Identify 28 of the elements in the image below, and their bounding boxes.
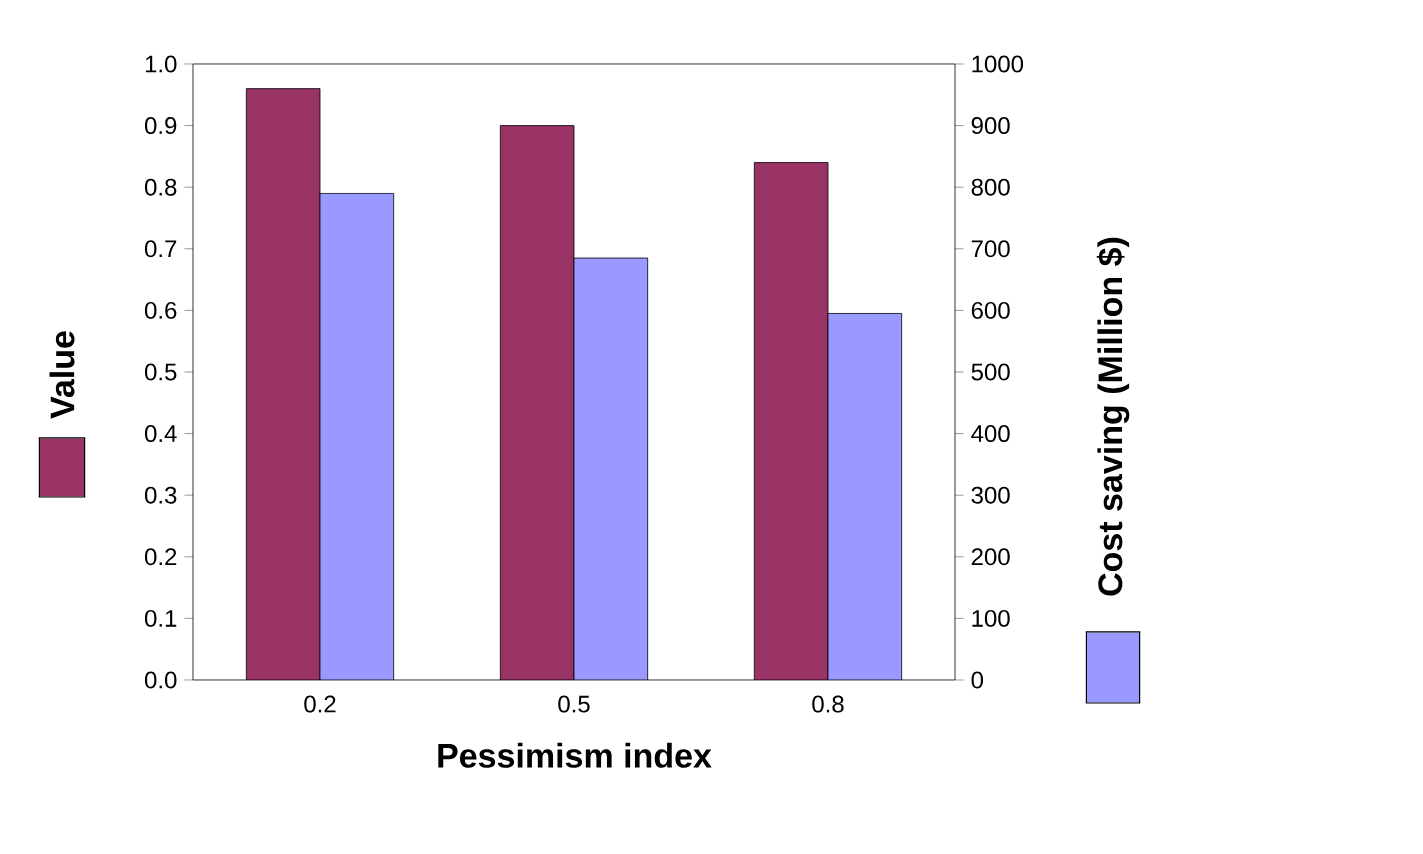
y-tick-label: 0.2	[144, 548, 177, 566]
x-tick-label: 0.2	[304, 695, 336, 713]
x-tick-label: 0.5	[558, 695, 590, 713]
y2-tick-label: 600	[971, 301, 1010, 319]
y2-tick-label: 100	[972, 609, 1010, 627]
y-tick-label: 0.1	[144, 609, 177, 627]
y2-tick-label: 300	[971, 486, 1010, 504]
y-tick-label: 0.8	[144, 178, 177, 196]
y-axis-title: Value	[49, 331, 75, 419]
x-tick-label: 0.8	[812, 695, 844, 713]
y-tick-label: 1.0	[145, 55, 177, 73]
y-tick-label: 0.0	[144, 671, 177, 689]
y-tick-label: 0.4	[144, 425, 177, 443]
y2-tick-label: 1000	[972, 55, 1024, 73]
y2-tick-label: 500	[971, 363, 1010, 381]
y2-tick-label: 900	[971, 117, 1010, 135]
y2-tick-label: 0	[971, 671, 984, 689]
y-tick-label: 0.3	[144, 486, 177, 504]
y-tick-label: 0.5	[144, 363, 177, 381]
x-axis-title: Pessimism index	[438, 742, 712, 768]
y-tick-label: 0.7	[144, 240, 177, 258]
y2-tick-label: 800	[971, 178, 1010, 196]
y-tick-label: 0.9	[144, 117, 177, 135]
y2-tick-label: 700	[971, 240, 1010, 258]
y2-tick-label: 200	[971, 548, 1010, 566]
y-tick-label: 0.6	[144, 301, 177, 319]
y2-axis-title: Cost saving (Million $)	[1096, 237, 1130, 596]
y2-tick-label: 400	[971, 425, 1010, 443]
